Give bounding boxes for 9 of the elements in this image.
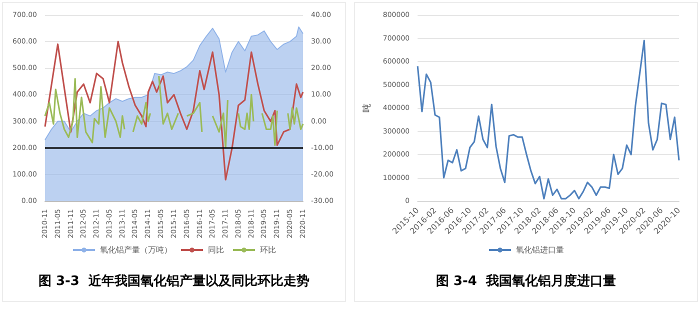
legend-label: 环比: [260, 246, 276, 254]
legend-label: 同比: [208, 246, 224, 254]
legend-label: 氧化铝进口量: [516, 246, 564, 254]
text: 图 3-4 我国氧化铝月度进口量: [436, 273, 616, 289]
text: 图 3-3 近年我国氧化铝产量以及同比环比走势: [38, 273, 310, 289]
line-series: [44, 40, 304, 181]
legend-label: 氧化铝产量（万吨）: [100, 246, 172, 254]
line-series: [416, 40, 680, 200]
y-axis-title: 吨: [362, 104, 372, 112]
